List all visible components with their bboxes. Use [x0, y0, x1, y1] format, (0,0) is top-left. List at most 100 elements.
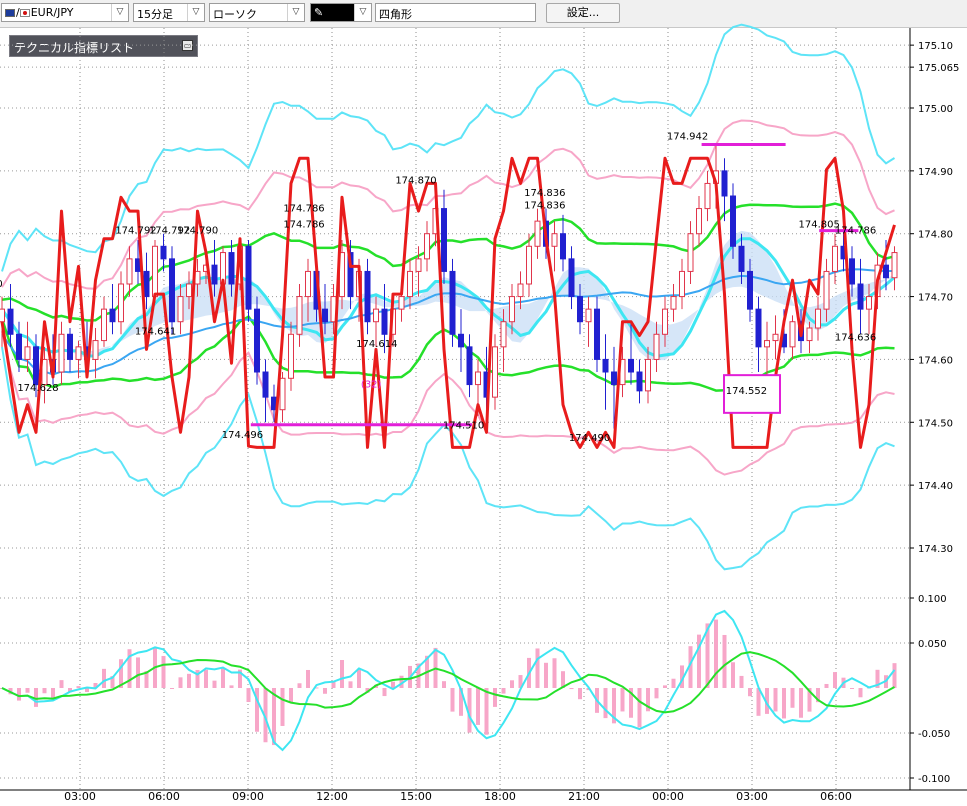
osc-histogram-bar: [765, 688, 769, 714]
osc-histogram-bar: [850, 688, 854, 689]
osc-histogram-bar: [493, 688, 497, 707]
candle-body: [33, 346, 39, 386]
candle-body: [883, 264, 889, 279]
x-tick-label: 03:00: [736, 790, 768, 803]
osc-histogram-bar: [620, 688, 625, 712]
candle-body: [109, 308, 116, 323]
osc-histogram-bar: [68, 688, 72, 693]
osc-histogram-bar: [382, 688, 387, 697]
chevron-down-icon: ▽: [354, 4, 371, 21]
y-tick-label: 175.00: [918, 104, 953, 115]
osc-histogram-bar: [688, 646, 693, 688]
candle-body: [832, 245, 838, 272]
rsi-line: [0, 156, 896, 449]
osc-histogram-bar: [144, 671, 149, 688]
drawing-tool-select[interactable]: ✎ ▽: [310, 3, 372, 22]
candle-body: [322, 308, 328, 323]
x-tick-label: 00:00: [652, 790, 684, 803]
moving-average-blue: [1, 268, 895, 376]
osc-histogram-bar: [93, 683, 98, 688]
osc-histogram-bar: [102, 668, 106, 688]
candle-body: [857, 283, 864, 310]
settings-button[interactable]: 設定...: [546, 3, 620, 23]
candle-body: [551, 233, 558, 247]
candle-body: [602, 358, 609, 373]
osc-histogram-bar: [246, 688, 251, 702]
osc-histogram-bar: [85, 688, 89, 693]
candle-body: [866, 296, 872, 310]
osc-histogram-bar: [340, 660, 344, 688]
candle-body: [296, 296, 303, 335]
osc-histogram-bar: [731, 662, 735, 688]
osc-histogram-bar: [510, 680, 514, 688]
price-annotation: 174.786: [835, 226, 876, 237]
x-tick-label: 06:00: [820, 790, 852, 803]
osc-histogram-bar: [399, 675, 404, 688]
osc-histogram-bar: [323, 688, 327, 694]
osc-histogram-bar: [459, 688, 463, 716]
candle-body: [492, 346, 498, 398]
candle-body: [160, 245, 167, 260]
candle-body: [407, 270, 413, 298]
candle-body: [662, 308, 668, 335]
jp-flag-icon: [19, 9, 30, 17]
candle-body: [466, 346, 473, 386]
osc-histogram-bar: [331, 681, 336, 688]
osc-histogram-bar: [816, 688, 820, 703]
osc-tick-label: -0.100: [918, 774, 950, 785]
osc-histogram-bar: [578, 688, 582, 700]
candle-body: [24, 346, 31, 360]
osc-histogram-bar: [680, 665, 684, 688]
osc-histogram-bar: [705, 623, 710, 688]
osc-histogram-bar: [476, 688, 480, 725]
osc-tick-label: 0.050: [918, 639, 947, 650]
indicator-list-panel[interactable]: テクニカル指標リスト ▭: [9, 35, 198, 57]
chart-type-select[interactable]: ローソク ▽: [209, 3, 305, 22]
candle-body: [458, 333, 464, 348]
currency-pair-select[interactable]: / EUR/JPY ▽: [1, 3, 129, 22]
osc-histogram-bar: [535, 648, 540, 688]
shape-field[interactable]: 四角形: [375, 3, 536, 22]
osc-histogram-bar: [34, 688, 38, 707]
candle-body: [653, 333, 660, 360]
osc-histogram-bar: [348, 681, 353, 688]
candle-body: [849, 258, 855, 285]
osc-histogram-bar: [17, 688, 21, 701]
candle-body: [441, 208, 447, 272]
osc-histogram-bar: [552, 658, 557, 688]
candle-body: [747, 270, 753, 310]
osc-histogram-bar: [263, 688, 268, 743]
osc-histogram-bar: [442, 681, 446, 688]
candle-body: [101, 308, 107, 342]
candle-body: [517, 283, 524, 298]
timeframe-select[interactable]: 15分足 ▽: [133, 3, 205, 22]
count-annotation: (32): [361, 380, 382, 391]
price-annotation: 174.792: [115, 226, 156, 237]
osc-histogram-bar: [629, 688, 633, 718]
osc-line-green: [1, 651, 895, 714]
osc-histogram-bar: [59, 680, 64, 688]
osc-histogram-bar: [450, 688, 455, 712]
osc-histogram-bar: [204, 669, 208, 688]
candle-body: [679, 270, 685, 298]
osc-histogram-bar: [195, 669, 200, 688]
chevron-down-icon: ▽: [287, 4, 304, 21]
candle-body: [279, 377, 286, 411]
osc-histogram-bar: [875, 669, 880, 688]
candle-body: [305, 270, 311, 298]
candle-body: [381, 308, 388, 335]
bollinger-inner-upper: [1, 119, 895, 290]
osc-histogram-bar: [654, 688, 659, 699]
osc-histogram-bar: [51, 688, 55, 698]
osc-histogram-bar: [238, 669, 242, 688]
osc-histogram-bar: [119, 659, 123, 688]
price-annotation: 174.836: [524, 201, 565, 212]
candle-body: [594, 308, 600, 360]
candle-body: [704, 182, 711, 210]
shape-label: 四角形: [379, 8, 412, 21]
y-tick-label: 174.70: [918, 293, 953, 304]
osc-histogram-bar: [391, 681, 395, 688]
osc-histogram-bar: [76, 686, 81, 688]
candle-body: [696, 208, 702, 235]
